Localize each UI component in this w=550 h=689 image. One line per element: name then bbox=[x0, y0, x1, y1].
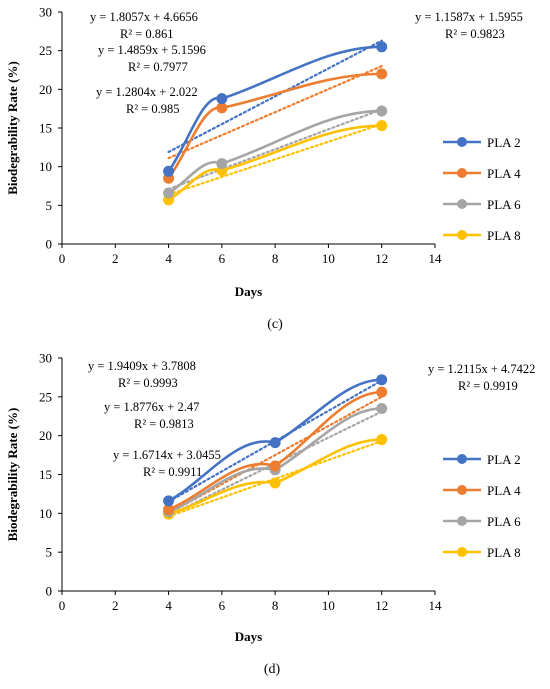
y-axis-title: Biodegrability Rate (%) bbox=[5, 61, 20, 195]
x-tick-label: 4 bbox=[165, 598, 172, 613]
chart-d-svg: 0 2 4 6 8 10 12 14 0 5 10 15 20 25 30 Days Biodegrabilit… bbox=[5, 351, 535, 645]
legend-marker-pla-6 bbox=[457, 516, 467, 526]
r-squared-label: R² = 0.985 bbox=[126, 102, 180, 116]
r-squared-label: R² = 0.9911 bbox=[143, 465, 202, 479]
x-tick-label: 10 bbox=[322, 251, 335, 266]
y-tick-label: 15 bbox=[39, 467, 52, 482]
equation-label: y = 1.9409x + 3.7808 bbox=[88, 359, 196, 373]
legend-marker-pla-8 bbox=[457, 230, 467, 240]
legend-marker-pla-4 bbox=[457, 168, 467, 178]
equation-label: y = 1.2115x + 4.7422 bbox=[428, 362, 535, 376]
r-squared-label: R² = 0.9993 bbox=[118, 376, 178, 390]
series-line-pla-4 bbox=[167, 72, 382, 180]
r-squared-label: R² = 0.861 bbox=[120, 27, 174, 41]
r-squared-label: R² = 0.7977 bbox=[128, 60, 188, 74]
legend-label-pla-8: PLA 8 bbox=[487, 545, 521, 560]
chart-c-svg: 0 2 4 6 8 10 12 14 0 5 10 15 20 25 30 Days Biodegrabilit… bbox=[5, 5, 523, 300]
trendline-pla-8 bbox=[167, 123, 383, 196]
legend-marker-pla-8 bbox=[457, 547, 467, 557]
equation-label: y = 1.6714x + 3.0455 bbox=[113, 448, 221, 462]
data-point-pla-4 bbox=[269, 460, 281, 472]
legend-label-pla-2: PLA 2 bbox=[487, 135, 521, 150]
r-squared-label: R² = 0.9919 bbox=[458, 379, 518, 393]
panel-label-c: (c) bbox=[267, 317, 283, 332]
data-point-pla-6 bbox=[376, 402, 388, 414]
x-tick-label: 2 bbox=[112, 251, 119, 266]
y-tick-label: 15 bbox=[39, 121, 52, 136]
chart-panel-d: 0 2 4 6 8 10 12 14 0 5 10 15 20 25 30 Days Biodegrabilit… bbox=[0, 345, 550, 689]
panel-label-d: (d) bbox=[263, 662, 281, 677]
legend-label-pla-2: PLA 2 bbox=[487, 452, 521, 467]
data-point-pla-6 bbox=[216, 158, 228, 170]
data-point-pla-4 bbox=[216, 102, 228, 114]
y-tick-label: 20 bbox=[39, 428, 52, 443]
y-tick-label: 10 bbox=[39, 506, 52, 521]
data-point-pla-6 bbox=[163, 187, 175, 199]
legend-marker-pla-2 bbox=[457, 137, 467, 147]
legend-label-pla-6: PLA 6 bbox=[487, 197, 521, 212]
legend-marker-pla-2 bbox=[457, 454, 467, 464]
x-tick-label: 12 bbox=[375, 598, 388, 613]
equation-label: y = 1.8057x + 4.6656 bbox=[90, 10, 198, 24]
y-tick-label: 5 bbox=[46, 198, 53, 213]
y-tick-label: 0 bbox=[46, 584, 53, 599]
legend-label-pla-8: PLA 8 bbox=[487, 228, 521, 243]
r-squared-label: R² = 0.9823 bbox=[445, 27, 505, 41]
legend-label-pla-4: PLA 4 bbox=[487, 483, 521, 498]
data-point-pla-4 bbox=[376, 68, 388, 80]
data-point-pla-6 bbox=[376, 105, 388, 117]
trendline-pla-2 bbox=[167, 39, 383, 154]
equation-label: y = 1.4859x + 5.1596 bbox=[98, 43, 206, 57]
data-point-pla-2 bbox=[216, 93, 228, 105]
x-tick-label: 6 bbox=[219, 598, 226, 613]
legend-marker-pla-6 bbox=[457, 199, 467, 209]
trendline-pla-4 bbox=[167, 65, 383, 160]
x-tick-label: 10 bbox=[322, 598, 335, 613]
y-tick-label: 30 bbox=[39, 351, 52, 366]
y-tick-label: 20 bbox=[39, 82, 52, 97]
x-axis-title: Days bbox=[235, 629, 262, 644]
data-point-pla-8 bbox=[269, 477, 281, 489]
trendline-pla-6 bbox=[167, 108, 383, 191]
x-tick-label: 6 bbox=[219, 251, 226, 266]
y-tick-label: 30 bbox=[39, 5, 52, 20]
data-point-pla-8 bbox=[376, 434, 388, 446]
data-point-pla-2 bbox=[163, 165, 175, 177]
data-point-pla-2 bbox=[163, 495, 175, 507]
data-point-pla-4 bbox=[376, 386, 388, 398]
x-axis-title: Days bbox=[235, 284, 262, 299]
x-tick-label: 8 bbox=[272, 251, 279, 266]
chart-panel-c: 0 2 4 6 8 10 12 14 0 5 10 15 20 25 30 Days Biodegrabilit… bbox=[5, 5, 523, 333]
y-tick-label: 5 bbox=[46, 545, 53, 560]
legend-label-pla-4: PLA 4 bbox=[487, 166, 521, 181]
legend-label-pla-6: PLA 6 bbox=[487, 514, 521, 529]
x-tick-label: 2 bbox=[112, 598, 119, 613]
legend-marker-pla-4 bbox=[457, 485, 467, 495]
y-tick-label: 0 bbox=[46, 237, 53, 252]
x-tick-label: 14 bbox=[429, 251, 443, 266]
x-tick-label: 12 bbox=[375, 251, 388, 266]
y-tick-label: 25 bbox=[39, 43, 52, 58]
equation-label: y = 1.8776x + 2.47 bbox=[104, 400, 199, 414]
equation-label: y = 1.2804x + 2.022 bbox=[96, 85, 198, 99]
x-tick-label: 4 bbox=[165, 251, 172, 266]
trendline-pla-6 bbox=[167, 410, 383, 517]
r-squared-label: R² = 0.9813 bbox=[134, 417, 194, 431]
x-tick-label: 0 bbox=[59, 598, 66, 613]
equation-label: y = 1.1587x + 1.5955 bbox=[415, 10, 523, 24]
data-point-pla-2 bbox=[269, 437, 281, 449]
series-line-pla-2 bbox=[167, 45, 382, 173]
data-point-pla-2 bbox=[376, 41, 388, 53]
x-tick-label: 8 bbox=[272, 598, 279, 613]
data-point-pla-2 bbox=[376, 374, 388, 386]
series-line-pla-6 bbox=[167, 109, 382, 195]
data-point-pla-8 bbox=[376, 120, 388, 132]
y-tick-label: 10 bbox=[39, 159, 52, 174]
y-axis-title: Biodegrability Rate (%) bbox=[5, 408, 20, 542]
x-tick-label: 0 bbox=[59, 251, 66, 266]
series-line-pla-8 bbox=[167, 124, 382, 202]
y-tick-label: 25 bbox=[39, 389, 52, 404]
x-tick-label: 14 bbox=[429, 598, 443, 613]
